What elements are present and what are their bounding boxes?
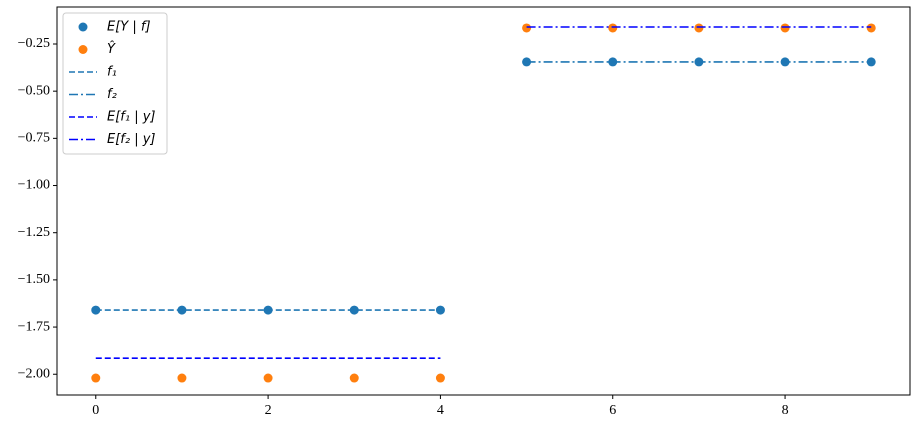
x-tick-label: 8 xyxy=(782,403,789,418)
x-tick-label: 4 xyxy=(437,403,444,418)
y-tick-label: −0.25 xyxy=(18,36,50,51)
y-tick-label: −2.00 xyxy=(18,366,50,381)
point xyxy=(91,373,101,383)
y-tick-label: −1.25 xyxy=(18,225,50,240)
x-tick-label: 0 xyxy=(92,403,99,418)
y-tick-label: −0.50 xyxy=(18,83,50,98)
point xyxy=(349,373,359,383)
x-tick-label: 2 xyxy=(265,403,272,418)
axes-frame xyxy=(56,6,911,396)
point xyxy=(780,23,790,33)
point xyxy=(177,373,187,383)
y-tick-label: −1.00 xyxy=(18,178,50,193)
y-tick-label: −1.75 xyxy=(18,319,50,334)
y-tick-label: −1.50 xyxy=(18,272,50,287)
y-tick-label: −0.75 xyxy=(18,131,50,146)
x-tick-label: 6 xyxy=(609,403,616,418)
legend-label: Ŷ xyxy=(107,41,116,57)
point xyxy=(694,23,704,33)
point xyxy=(435,373,445,383)
legend-label: E[f₂ | y] xyxy=(107,132,155,147)
legend: E[Y | f] Ŷf₁ f₂ E[f₁ | y] E[f₂ | y] xyxy=(62,12,168,155)
legend-label: f₂ xyxy=(107,87,117,102)
point xyxy=(349,305,359,315)
point xyxy=(866,23,876,33)
legend-label: E[Y | f] xyxy=(107,20,151,35)
point xyxy=(608,23,618,33)
legend-marker xyxy=(78,45,88,54)
point xyxy=(263,373,273,383)
legend-label: E[f₁ | y] xyxy=(107,110,155,125)
point xyxy=(522,23,532,33)
legend-box xyxy=(62,12,168,155)
legend-label: f₁ xyxy=(107,65,117,80)
legend-marker xyxy=(78,22,88,32)
